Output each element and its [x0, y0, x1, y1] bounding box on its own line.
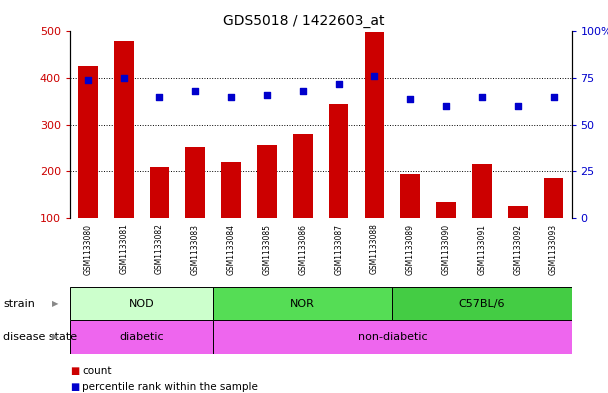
Text: GSM1133087: GSM1133087	[334, 224, 343, 275]
Text: disease state: disease state	[3, 332, 77, 342]
Point	[406, 95, 415, 102]
Bar	[544, 178, 564, 218]
Text: strain: strain	[3, 299, 35, 309]
Bar	[221, 162, 241, 218]
Text: GSM1133091: GSM1133091	[477, 224, 486, 275]
Bar	[508, 206, 528, 218]
Bar	[329, 104, 348, 218]
Point	[298, 88, 308, 94]
Text: GSM1133086: GSM1133086	[299, 224, 307, 275]
FancyBboxPatch shape	[70, 320, 213, 354]
Text: GSM1133080: GSM1133080	[83, 224, 92, 275]
Text: non-diabetic: non-diabetic	[358, 332, 427, 342]
Point	[477, 94, 487, 100]
Point	[441, 103, 451, 109]
Text: GSM1133083: GSM1133083	[191, 224, 200, 275]
Text: count: count	[82, 366, 112, 376]
FancyBboxPatch shape	[70, 287, 213, 320]
FancyBboxPatch shape	[213, 287, 392, 320]
Bar	[78, 66, 98, 218]
Point	[262, 92, 272, 98]
Text: GSM1133084: GSM1133084	[227, 224, 236, 275]
Text: NOD: NOD	[129, 299, 154, 309]
Text: GSM1133089: GSM1133089	[406, 224, 415, 275]
Text: GSM1133093: GSM1133093	[549, 224, 558, 275]
Point	[370, 73, 379, 79]
Bar	[293, 134, 313, 218]
Bar	[257, 145, 277, 218]
Point	[549, 94, 559, 100]
Bar	[150, 167, 170, 218]
Text: GSM1133090: GSM1133090	[441, 224, 451, 275]
Bar	[472, 164, 492, 218]
Text: ■: ■	[70, 366, 79, 376]
FancyBboxPatch shape	[213, 320, 572, 354]
Text: GSM1133082: GSM1133082	[155, 224, 164, 274]
Text: GSM1133081: GSM1133081	[119, 224, 128, 274]
Text: GSM1133085: GSM1133085	[263, 224, 272, 275]
FancyBboxPatch shape	[392, 287, 572, 320]
Text: GSM1133092: GSM1133092	[513, 224, 522, 275]
Text: NOR: NOR	[291, 299, 315, 309]
Point	[154, 94, 164, 100]
Bar	[365, 32, 384, 218]
Bar	[437, 202, 456, 218]
Text: C57BL/6: C57BL/6	[458, 299, 505, 309]
Bar	[114, 41, 134, 218]
Text: ▶: ▶	[52, 332, 58, 342]
Point	[190, 88, 200, 94]
Text: diabetic: diabetic	[119, 332, 164, 342]
Text: GSM1133088: GSM1133088	[370, 224, 379, 274]
Bar	[401, 174, 420, 218]
Point	[226, 94, 236, 100]
Text: ▶: ▶	[52, 299, 58, 308]
Point	[513, 103, 523, 109]
Bar	[185, 147, 205, 218]
Text: GDS5018 / 1422603_at: GDS5018 / 1422603_at	[223, 14, 385, 28]
Point	[119, 75, 128, 81]
Point	[83, 77, 92, 83]
Text: ■: ■	[70, 382, 79, 392]
Point	[334, 81, 344, 87]
Text: percentile rank within the sample: percentile rank within the sample	[82, 382, 258, 392]
